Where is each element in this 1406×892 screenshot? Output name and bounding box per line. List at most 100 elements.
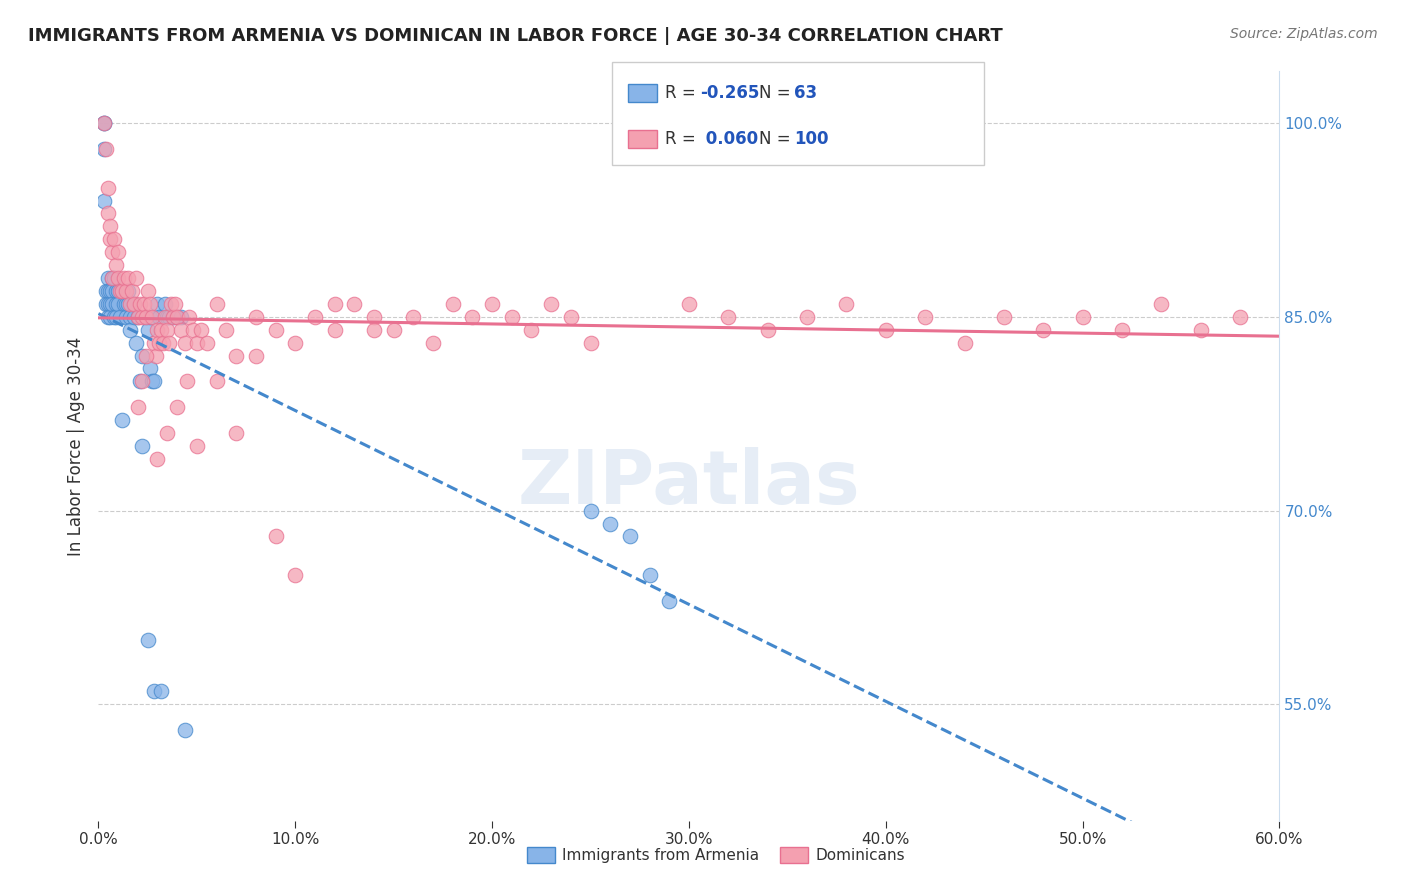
Text: 0.060: 0.060 [700,130,758,148]
Point [914,310,936,324]
Point [131,439,153,453]
Point [96,142,118,156]
Point [148,310,170,324]
Point [98,297,121,311]
Point [162,310,184,324]
Point [245,349,267,363]
Point [98,219,121,234]
Point [160,297,183,311]
Point [132,297,155,311]
Point [461,310,484,324]
Point [155,297,177,311]
Point [195,335,218,350]
Point [157,335,180,350]
Point [121,284,143,298]
Point [579,335,602,350]
Point [157,310,180,324]
Point [103,271,125,285]
Point [108,310,131,324]
Point [122,297,145,311]
Point [481,297,503,311]
Point [127,310,149,324]
Point [112,297,135,311]
Point [142,335,165,350]
Point [520,323,543,337]
Point [245,310,267,324]
Point [135,310,157,324]
Point [156,426,179,441]
Point [131,310,153,324]
Point [181,323,204,337]
Point [190,323,212,337]
Point [304,310,326,324]
Point [162,310,184,324]
Point [97,271,120,285]
Point [117,271,139,285]
Point [146,323,169,337]
Text: N =: N = [759,130,796,148]
Point [638,568,661,582]
Point [441,297,464,311]
Text: R =: R = [665,130,702,148]
Point [156,310,179,324]
Point [155,310,177,324]
Point [117,297,139,311]
Text: R =: R = [665,84,702,103]
Point [96,284,118,298]
Point [150,684,173,698]
Point [1189,323,1212,337]
Point [125,271,148,285]
Point [225,426,247,441]
Point [101,271,124,285]
Point [108,284,131,298]
Text: N =: N = [759,84,796,103]
Point [101,271,124,285]
Point [835,297,858,311]
Point [152,335,174,350]
Point [118,297,141,311]
Point [165,297,187,311]
Point [142,375,165,389]
Text: ZIPatlas: ZIPatlas [517,447,860,520]
Point [141,375,163,389]
Point [101,245,124,260]
Point [323,297,346,311]
Point [125,335,148,350]
Point [101,284,124,298]
Point [146,297,169,311]
Point [128,297,150,311]
Point [105,284,128,298]
Point [112,271,135,285]
Point [501,310,523,324]
Point [145,349,167,363]
Point [97,206,120,220]
Point [205,375,228,389]
Point [166,401,188,415]
Point [136,632,159,647]
Point [107,284,129,298]
Point [115,284,138,298]
Point [111,284,134,298]
Point [136,323,159,337]
Point [105,258,128,272]
Point [166,310,188,324]
Point [131,349,153,363]
Point [284,568,307,582]
Point [111,413,134,427]
Point [93,116,115,130]
Point [1111,323,1133,337]
Point [599,516,621,531]
Point [97,284,120,298]
Point [756,323,779,337]
Point [105,297,128,311]
Point [97,310,120,324]
Point [176,375,198,389]
Point [186,439,208,453]
Point [166,310,188,324]
Point [150,323,173,337]
Point [796,310,818,324]
Point [122,297,145,311]
Text: 63: 63 [794,84,817,103]
Point [678,297,700,311]
Text: Source: ZipAtlas.com: Source: ZipAtlas.com [1230,27,1378,41]
